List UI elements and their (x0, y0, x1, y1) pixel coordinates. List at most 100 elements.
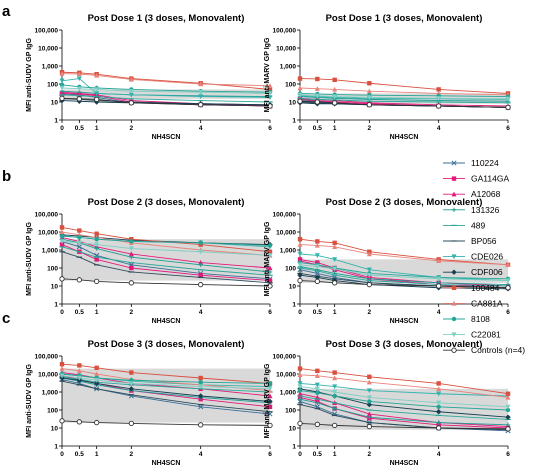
series-line (299, 262, 509, 280)
data-point (436, 276, 442, 282)
data-point (436, 386, 442, 392)
chart-5: Post Dose 3 (3 doses, Monovalent)1101001… (26, 339, 273, 467)
data-point (267, 83, 273, 88)
x-tick-label: 1 (333, 451, 337, 458)
y-tick-label: 100 (285, 81, 296, 88)
data-point (76, 375, 82, 381)
y-tick-label: 1,000 (42, 247, 59, 254)
data-point (332, 406, 337, 411)
series-line (299, 386, 509, 408)
x-tick-label: 1 (333, 309, 337, 316)
x-tick-label: 2 (130, 309, 134, 316)
x-tick-label: 6 (506, 451, 510, 458)
legend-label: 8108 (471, 314, 490, 324)
series-line (299, 78, 509, 94)
series-line (299, 96, 509, 102)
data-point (128, 386, 135, 392)
y-axis-label: MFI anti-SUDV GP IgG (26, 364, 33, 438)
data-point (267, 381, 273, 386)
legend-label: 110224 (471, 158, 499, 168)
x-tick-label: 0.5 (75, 451, 84, 458)
data-point (297, 98, 303, 104)
series-c22081 (297, 384, 511, 410)
data-point (93, 380, 100, 387)
series-c22081 (297, 262, 511, 284)
series-line (299, 368, 509, 395)
legend-item: 131326 (443, 205, 500, 215)
series-489 (59, 246, 273, 276)
x-tick-label: 2 (130, 451, 134, 458)
data-point (129, 239, 134, 244)
x-tick-label: 1 (95, 125, 99, 132)
series-ca881a (297, 372, 511, 400)
legend-marker (451, 332, 457, 338)
data-point (267, 103, 273, 109)
data-point (297, 366, 303, 371)
series-ca881a (59, 70, 273, 88)
data-point (366, 88, 372, 94)
data-point (198, 375, 203, 381)
x-axis-label: NH4SCN (390, 460, 419, 467)
series-100484 (297, 366, 511, 396)
data-point (94, 91, 100, 97)
data-point (59, 78, 65, 84)
data-point (314, 421, 320, 427)
legend-marker (451, 269, 457, 275)
x-axis-label: NH4SCN (390, 134, 419, 141)
data-point (76, 76, 82, 82)
data-point (76, 244, 82, 250)
data-point (76, 240, 82, 246)
x-tick-label: 0.5 (75, 309, 84, 316)
data-point (297, 391, 303, 396)
chart-title: Post Dose 3 (3 doses, Monovalent) (326, 339, 483, 350)
data-point (297, 388, 303, 393)
data-point (314, 99, 320, 105)
series-line (61, 363, 271, 384)
data-point (59, 239, 65, 245)
data-point (59, 373, 65, 379)
y-axis-label: MFI anti-SUDV GP IgG (26, 38, 33, 112)
data-point (198, 380, 203, 385)
data-point (366, 395, 372, 401)
data-point (267, 393, 273, 399)
y-tick-label: 1,000 (42, 389, 59, 396)
series-line (61, 278, 271, 287)
data-point (436, 404, 441, 410)
data-point (297, 396, 303, 402)
y-tick-label: 100 (285, 407, 296, 414)
x-tick-label: 0 (60, 309, 64, 316)
data-point (297, 92, 303, 98)
data-point (436, 425, 442, 431)
series-line (61, 377, 271, 402)
data-point (59, 225, 65, 230)
legend-label: 100484 (471, 283, 500, 293)
data-point (128, 251, 134, 257)
legend-item: C22081 (443, 330, 501, 340)
x-tick-label: 4 (199, 451, 203, 458)
data-point (366, 388, 372, 394)
series-line (61, 84, 271, 93)
data-point (314, 386, 320, 392)
series-line (61, 97, 271, 107)
chart-3: Post Dose 2 (3 doses, Monovalent)1101001… (26, 197, 273, 325)
data-point (267, 398, 273, 405)
series-line (61, 378, 271, 415)
y-tick-label: 10,000 (38, 371, 58, 378)
y-axis-label: MFI anti-MARV GP IgG (264, 37, 271, 112)
y-tick-label: 10 (289, 99, 297, 106)
data-point (94, 278, 100, 285)
data-point (267, 91, 273, 97)
x-axis-label: NH4SCN (152, 460, 181, 467)
y-tick-label: 10 (289, 283, 297, 290)
x-tick-label: 4 (437, 309, 441, 316)
y-tick-label: 1 (54, 301, 58, 308)
data-point (267, 386, 273, 392)
x-tick-label: 0 (298, 451, 302, 458)
y-tick-label: 1 (292, 301, 296, 308)
y-tick-label: 10 (51, 99, 59, 106)
x-tick-label: 0 (60, 125, 64, 132)
series-line (61, 78, 271, 98)
x-tick-label: 0.5 (313, 451, 322, 458)
series-line (61, 373, 271, 384)
